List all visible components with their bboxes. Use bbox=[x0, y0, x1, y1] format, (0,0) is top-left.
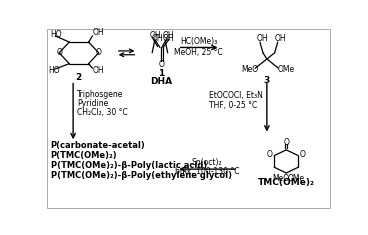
Text: HO: HO bbox=[48, 66, 60, 75]
FancyBboxPatch shape bbox=[47, 29, 330, 208]
Text: P(TMC(OMe)₂): P(TMC(OMe)₂) bbox=[51, 151, 117, 160]
Text: Pyridine: Pyridine bbox=[77, 99, 108, 108]
Text: OMe: OMe bbox=[288, 174, 305, 183]
Text: 2: 2 bbox=[75, 73, 82, 82]
Text: O: O bbox=[300, 150, 306, 159]
Text: THF, 0-25 °C: THF, 0-25 °C bbox=[209, 101, 257, 110]
Text: P(carbonate-acetal): P(carbonate-acetal) bbox=[51, 141, 145, 150]
Text: HC(OMe)₃: HC(OMe)₃ bbox=[180, 37, 217, 46]
Text: 1: 1 bbox=[158, 69, 164, 78]
Text: 3: 3 bbox=[264, 76, 270, 85]
Text: CH₂Cl₂, 30 °C: CH₂Cl₂, 30 °C bbox=[77, 108, 128, 118]
Text: EtOCOCl, Et₃N: EtOCOCl, Et₃N bbox=[209, 91, 263, 100]
Text: MeO: MeO bbox=[241, 65, 258, 74]
Text: OH: OH bbox=[163, 35, 175, 43]
Text: OH: OH bbox=[92, 66, 104, 75]
Text: Triphosgene: Triphosgene bbox=[77, 90, 123, 99]
Text: O: O bbox=[56, 48, 62, 57]
Text: Sn(oct)₂: Sn(oct)₂ bbox=[192, 158, 223, 168]
Text: O: O bbox=[267, 150, 273, 159]
Text: O: O bbox=[96, 48, 102, 57]
Text: OH: OH bbox=[162, 31, 174, 40]
Text: P(TMC(OMe)₂)-β-Poly(lactic acid): P(TMC(OMe)₂)-β-Poly(lactic acid) bbox=[51, 161, 207, 170]
Text: bulk, 100-130 °C: bulk, 100-130 °C bbox=[175, 167, 240, 176]
Text: HO: HO bbox=[50, 30, 61, 39]
Text: MeOH, 25 °C: MeOH, 25 °C bbox=[174, 47, 223, 57]
Text: DHA: DHA bbox=[151, 77, 173, 86]
Text: O: O bbox=[159, 60, 164, 69]
Text: P(TMC(OMe)₂)-β-Poly(ethylene glycol): P(TMC(OMe)₂)-β-Poly(ethylene glycol) bbox=[51, 171, 231, 180]
Text: OH: OH bbox=[92, 28, 104, 37]
Text: OH: OH bbox=[150, 31, 162, 40]
Text: TMC(OMe)₂: TMC(OMe)₂ bbox=[258, 178, 315, 188]
Text: OH: OH bbox=[151, 35, 163, 43]
Text: MeO: MeO bbox=[272, 174, 289, 183]
Text: O: O bbox=[283, 138, 289, 147]
Text: OH: OH bbox=[275, 35, 286, 43]
Text: OH: OH bbox=[257, 35, 268, 43]
Text: OMe: OMe bbox=[278, 65, 295, 74]
